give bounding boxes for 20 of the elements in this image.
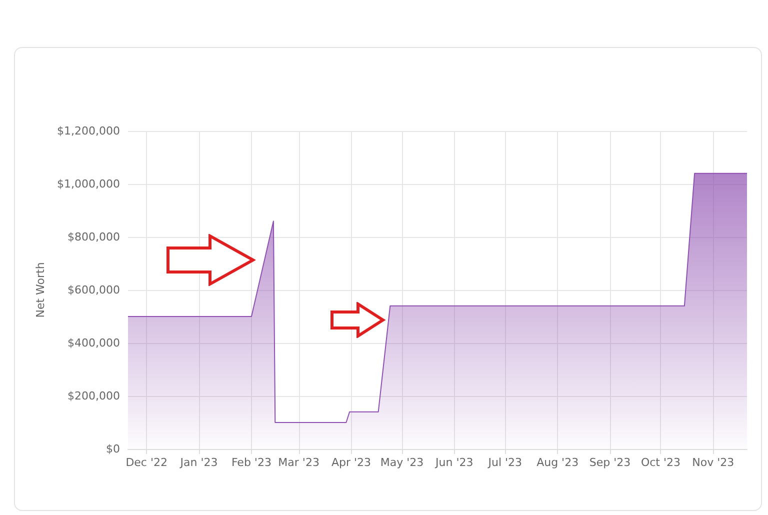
y-tick-label: $600,000: [68, 284, 120, 296]
x-tick-label: Jun '23: [434, 456, 474, 469]
y-tick-label: $400,000: [68, 336, 120, 350]
y-tick-label: $200,000: [68, 390, 120, 402]
x-tick-label: Oct '23: [640, 456, 681, 469]
x-tick-label: Jul '23: [487, 456, 522, 469]
x-tick-label: Apr '23: [331, 456, 372, 469]
y-tick-label: $800,000: [68, 230, 120, 244]
x-tick-label: Jan '23: [179, 456, 218, 469]
x-tick-label: Dec '22: [126, 456, 168, 469]
y-tick-label: $0: [106, 442, 120, 456]
y-axis-title: Net Worth: [34, 262, 48, 318]
x-tick-label: May '23: [380, 456, 424, 469]
x-tick-label: Sep '23: [589, 456, 631, 469]
x-tick-label: Nov '23: [692, 456, 734, 469]
x-tick-label: Feb '23: [231, 456, 272, 469]
x-tick-label: Aug '23: [536, 456, 579, 469]
y-tick-label: $1,200,000: [57, 124, 120, 138]
x-tick-label: Mar '23: [278, 456, 320, 469]
y-tick-label: $1,000,000: [57, 178, 120, 190]
